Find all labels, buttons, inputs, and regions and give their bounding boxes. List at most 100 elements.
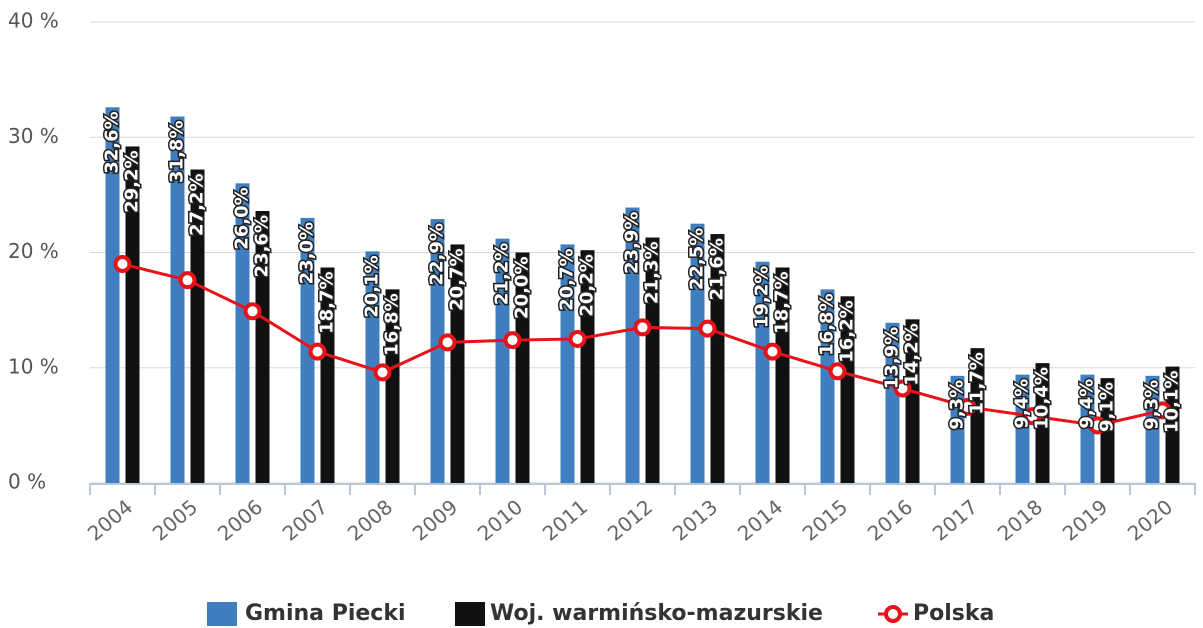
bar xyxy=(580,250,595,483)
bar xyxy=(1015,374,1030,483)
bar xyxy=(1035,363,1050,483)
bar xyxy=(840,296,855,483)
data-label: 27,2% xyxy=(187,174,208,236)
x-tick-label: 2008 xyxy=(343,495,397,546)
x-tick-label: 2004 xyxy=(83,495,137,546)
legend-label: Polska xyxy=(913,601,994,626)
bar xyxy=(125,146,140,483)
bar xyxy=(450,244,465,483)
data-label: 20,7% xyxy=(557,248,578,310)
bar xyxy=(1080,374,1095,483)
bar xyxy=(905,319,920,483)
line-marker xyxy=(178,271,197,290)
x-tick-label: 2007 xyxy=(278,495,332,546)
data-label: 32,6% xyxy=(102,111,123,173)
bar xyxy=(710,234,725,483)
data-label: 16,8% xyxy=(382,293,403,355)
bar xyxy=(690,223,705,483)
bar xyxy=(430,219,445,483)
bar xyxy=(820,289,835,483)
line-marker xyxy=(1088,416,1107,435)
data-label: 21,6% xyxy=(707,238,728,300)
data-label: 13,9% xyxy=(882,327,903,389)
y-tick-label: 30 % xyxy=(8,124,59,148)
line-marker xyxy=(438,333,457,352)
bar xyxy=(560,244,575,483)
data-label: 23,0% xyxy=(297,222,318,284)
x-tick-label: 2005 xyxy=(148,495,202,546)
bar xyxy=(385,289,400,483)
y-tick-label: 40 % xyxy=(8,9,59,33)
bar xyxy=(320,267,335,483)
bar xyxy=(365,251,380,483)
bar xyxy=(885,322,900,483)
data-label: 18,7% xyxy=(317,271,338,333)
x-tick-label: 2012 xyxy=(603,495,657,546)
line-marker xyxy=(113,255,132,274)
x-tick-label: 2013 xyxy=(668,495,722,546)
bar xyxy=(625,207,640,484)
line-marker xyxy=(1023,407,1042,426)
x-tick-label: 2016 xyxy=(863,495,917,546)
data-label: 20,2% xyxy=(577,254,598,316)
legend-symbol xyxy=(884,605,902,623)
legend-symbol xyxy=(207,602,237,626)
data-label: 14,2% xyxy=(902,323,923,385)
bar xyxy=(1100,378,1115,483)
bar xyxy=(105,107,120,483)
legend-label: Gmina Piecki xyxy=(245,601,406,626)
x-tick-label: 2006 xyxy=(213,495,267,546)
line-marker xyxy=(893,379,912,398)
x-tick-label: 2014 xyxy=(733,495,787,546)
bar xyxy=(190,169,205,483)
bar xyxy=(1165,366,1180,483)
line-marker xyxy=(373,363,392,382)
bar xyxy=(170,116,185,483)
data-label: 10,4% xyxy=(1032,367,1053,429)
bar xyxy=(645,237,660,483)
legend: Gmina Piecki Woj. warmińsko-mazurskie Po… xyxy=(207,601,994,626)
line-marker xyxy=(698,319,717,338)
data-label: 23,6% xyxy=(252,215,273,277)
y-tick-label: 0 % xyxy=(8,470,46,494)
data-label: 16,2% xyxy=(837,300,858,362)
data-label: 19,2% xyxy=(752,266,773,328)
line-marker xyxy=(243,302,262,321)
data-label: 29,2% xyxy=(122,150,143,212)
x-tick-label: 2018 xyxy=(993,495,1047,546)
line-marker xyxy=(958,397,977,416)
data-label: 9,1% xyxy=(1097,382,1118,432)
y-tick-label: 20 % xyxy=(8,239,59,263)
line-marker xyxy=(633,318,652,337)
data-label: 9,4% xyxy=(1012,379,1033,429)
data-label: 20,7% xyxy=(447,248,468,310)
data-label: 18,7% xyxy=(772,271,793,333)
bar xyxy=(775,267,790,483)
x-tick-label: 2011 xyxy=(538,495,592,546)
line-marker xyxy=(1153,401,1172,420)
x-tick-label: 2015 xyxy=(798,495,852,546)
line-marker xyxy=(308,342,327,361)
y-tick-label: 10 % xyxy=(8,354,59,378)
bar xyxy=(255,211,270,483)
bar xyxy=(755,261,770,483)
x-tick-label: 2017 xyxy=(928,495,982,546)
data-label: 9,4% xyxy=(1077,379,1098,429)
x-tick-label: 2019 xyxy=(1058,495,1112,546)
x-tick-label: 2009 xyxy=(408,495,462,546)
data-label: 22,5% xyxy=(687,228,708,290)
bar xyxy=(1145,375,1160,483)
data-label: 22,9% xyxy=(427,223,448,285)
x-tick-label: 2010 xyxy=(473,495,527,546)
line-marker xyxy=(828,362,847,381)
line-marker xyxy=(503,331,522,350)
legend-symbol xyxy=(455,602,485,626)
bar xyxy=(300,217,315,484)
data-label: 9,3% xyxy=(947,380,968,430)
data-label: 26,0% xyxy=(232,187,253,249)
bar xyxy=(235,183,250,483)
line-marker xyxy=(763,342,782,361)
bar xyxy=(515,252,530,483)
data-label: 16,8% xyxy=(817,293,838,355)
